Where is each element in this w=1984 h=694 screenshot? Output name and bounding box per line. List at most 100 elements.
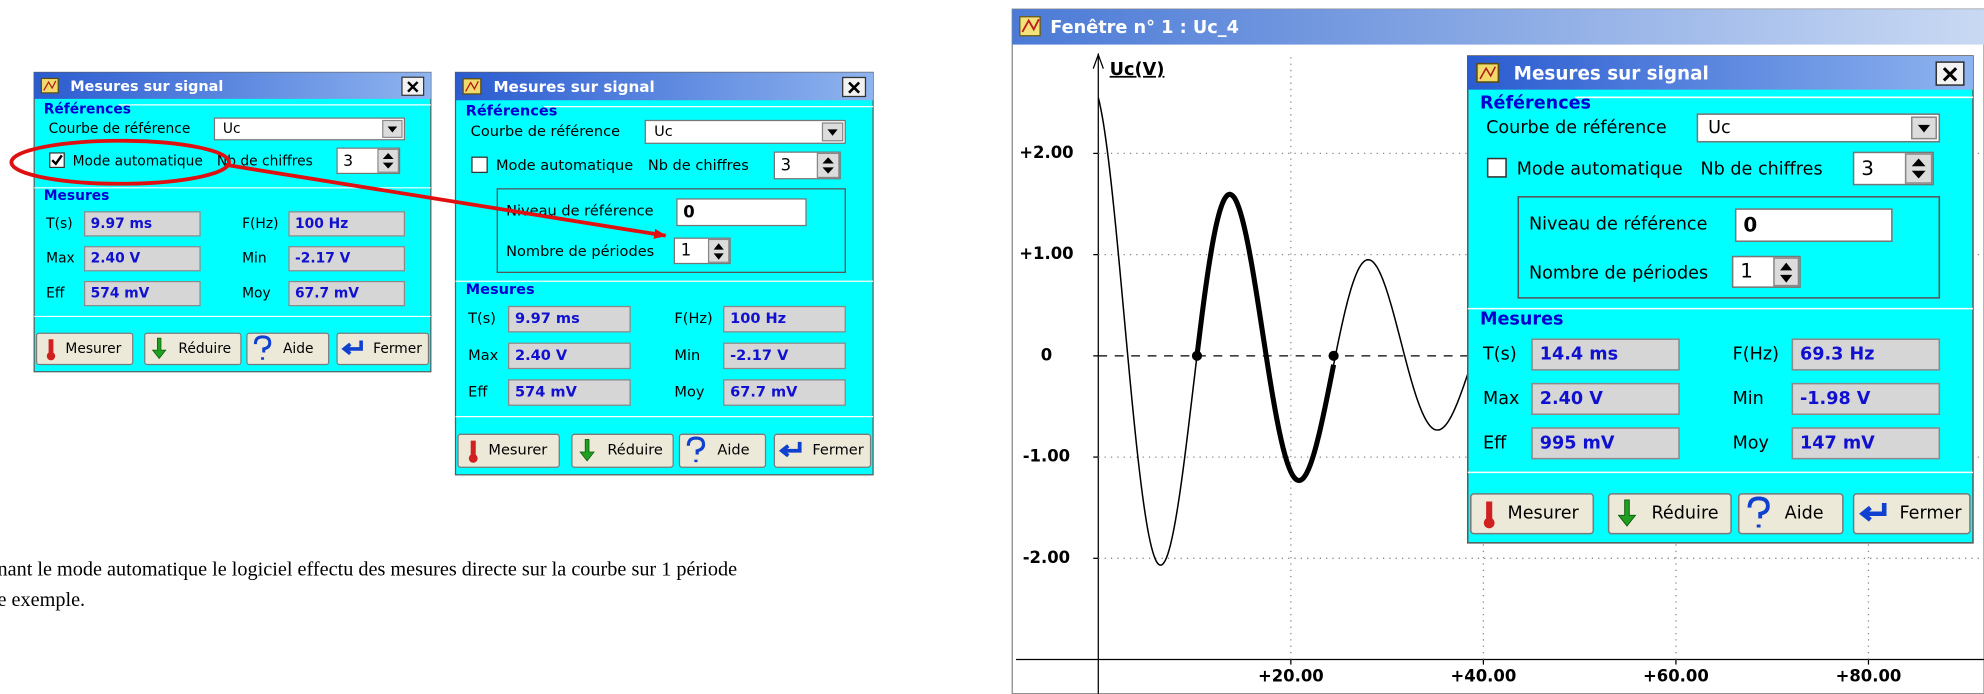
button-label: Fermer (1900, 504, 1963, 524)
field-label: Courbe de référence (471, 123, 620, 140)
button-label: Réduire (1651, 504, 1718, 524)
button-icon (1484, 518, 1495, 529)
dialog-title: Mesures sur signal (70, 79, 223, 95)
measure-value: 67.7 mV (295, 286, 359, 302)
combo-box[interactable] (645, 121, 845, 144)
measure-value: 100 Hz (730, 310, 786, 327)
combo-value: Uc (1708, 118, 1731, 138)
dialog-icon (463, 79, 481, 94)
checkbox[interactable] (472, 157, 487, 172)
y-tick-label: +2.00 (1019, 143, 1073, 162)
caption-line: e exemple. (0, 589, 85, 611)
measure-label: T(s) (45, 216, 72, 232)
measure-label: T(s) (467, 310, 496, 327)
measure-value: 9.97 ms (515, 310, 580, 327)
measure-value: 2.40 V (1540, 389, 1604, 409)
field-label: Courbe de référence (1486, 118, 1667, 138)
button-label: Mesurer (65, 341, 121, 357)
button-label: Fermer (373, 341, 422, 357)
measure-value: 2.40 V (515, 347, 568, 364)
combo-box[interactable] (214, 118, 404, 140)
measure-label: Moy (1733, 433, 1769, 453)
measure-value: 9.97 ms (91, 216, 153, 232)
dialog-icon (41, 78, 58, 92)
x-tick-label: +40.00 (1450, 667, 1516, 686)
combo-value: Uc (654, 123, 673, 140)
spin-value: 1 (1740, 259, 1753, 282)
period-marker (1192, 351, 1202, 361)
measure-label: F(Hz) (674, 310, 712, 327)
text-input[interactable] (677, 199, 806, 226)
measure-value: 574 mV (515, 384, 578, 401)
field-label: Mode automatique (496, 157, 633, 174)
spin-value: 3 (781, 156, 791, 175)
field-label: Nb de chiffres (648, 157, 749, 174)
y-tick-label: -2.00 (1023, 548, 1070, 567)
section-heading: Références (466, 103, 558, 120)
measure-value: 995 mV (1540, 433, 1615, 453)
measure-value: 69.3 Hz (1800, 345, 1875, 365)
combo-value: Uc (223, 121, 241, 137)
measure-label: Max (1483, 389, 1519, 409)
section-heading: Références (44, 102, 131, 118)
measure-value: -1.98 V (1800, 389, 1871, 409)
window-title: Fenêtre n° 1 : Uc_4 (1050, 18, 1239, 38)
button-icon (47, 352, 55, 360)
field-label: Nombre de périodes (1529, 263, 1708, 283)
button-label: Réduire (178, 341, 231, 357)
combo-box[interactable] (1697, 114, 1939, 142)
button-label: Fermer (812, 442, 863, 459)
dialog-icon (1477, 64, 1498, 82)
text-input[interactable] (1736, 209, 1892, 241)
section-heading: Mesures (466, 281, 535, 298)
measure-label: Eff (468, 384, 488, 401)
checkbox[interactable] (1488, 159, 1506, 177)
measure-value: 100 Hz (295, 216, 348, 232)
measure-label: F(Hz) (1733, 345, 1779, 365)
field-label: Nombre de périodes (506, 243, 654, 260)
y-tick-label: -1.00 (1023, 447, 1070, 466)
dialog-title: Mesures sur signal (493, 78, 654, 96)
caption-line: nant le mode automatique le logiciel eff… (0, 559, 737, 581)
dialog: Mesures sur signal Références Courbe de ré… (34, 72, 431, 371)
input-value: 0 (1743, 213, 1757, 236)
measure-value: 2.40 V (91, 251, 141, 267)
measure-label: T(s) (1482, 345, 1517, 365)
field-label: Niveau de référence (1529, 214, 1707, 234)
measure-label: Moy (242, 286, 271, 302)
spin-buttons (1906, 154, 1932, 183)
measure-label: Eff (46, 286, 65, 302)
measure-label: Max (46, 251, 75, 267)
spin-buttons (378, 149, 398, 172)
measure-value: -2.17 V (730, 347, 789, 364)
y-axis-label: Uc(V) (1110, 60, 1165, 80)
button-label: Mesurer (1508, 504, 1580, 524)
screenshot: Fenêtre n° 1 : Uc_4 Uc(V) +2.00 +1.00 0 -1.… (0, 0, 1984, 694)
button-label: Aide (283, 341, 314, 357)
button-label: Aide (1785, 504, 1824, 524)
button-label: Mesurer (488, 442, 547, 459)
measure-value: 147 mV (1800, 433, 1875, 453)
spin-value: 3 (1861, 157, 1874, 180)
section-heading: Références (1480, 93, 1591, 113)
field-label: Mode automatique (73, 153, 203, 169)
x-tick-label: +20.00 (1258, 667, 1324, 686)
measure-value: 14.4 ms (1540, 345, 1618, 365)
page: Fenêtre n° 1 : Uc_4 Uc(V) +2.00 +1.00 0 -1.… (0, 0, 1984, 694)
spin-value: 3 (343, 152, 353, 170)
dialog: Mesures sur signal Références Courbe de ré… (456, 72, 874, 474)
button-label: Aide (717, 442, 749, 459)
measure-value: 67.7 mV (730, 384, 798, 401)
button-icon (469, 454, 478, 463)
field-label: Courbe de référence (49, 121, 191, 137)
y-tick-label: 0 (1041, 345, 1052, 364)
spin-buttons (817, 153, 839, 177)
period-marker (1329, 351, 1339, 361)
y-tick-label: +1.00 (1019, 244, 1073, 263)
spin-value: 1 (681, 240, 691, 259)
measure-value: 574 mV (91, 286, 150, 302)
x-tick-label: +80.00 (1836, 667, 1902, 686)
measure-label: Moy (674, 384, 704, 401)
field-label: Nb de chiffres (1700, 159, 1822, 179)
